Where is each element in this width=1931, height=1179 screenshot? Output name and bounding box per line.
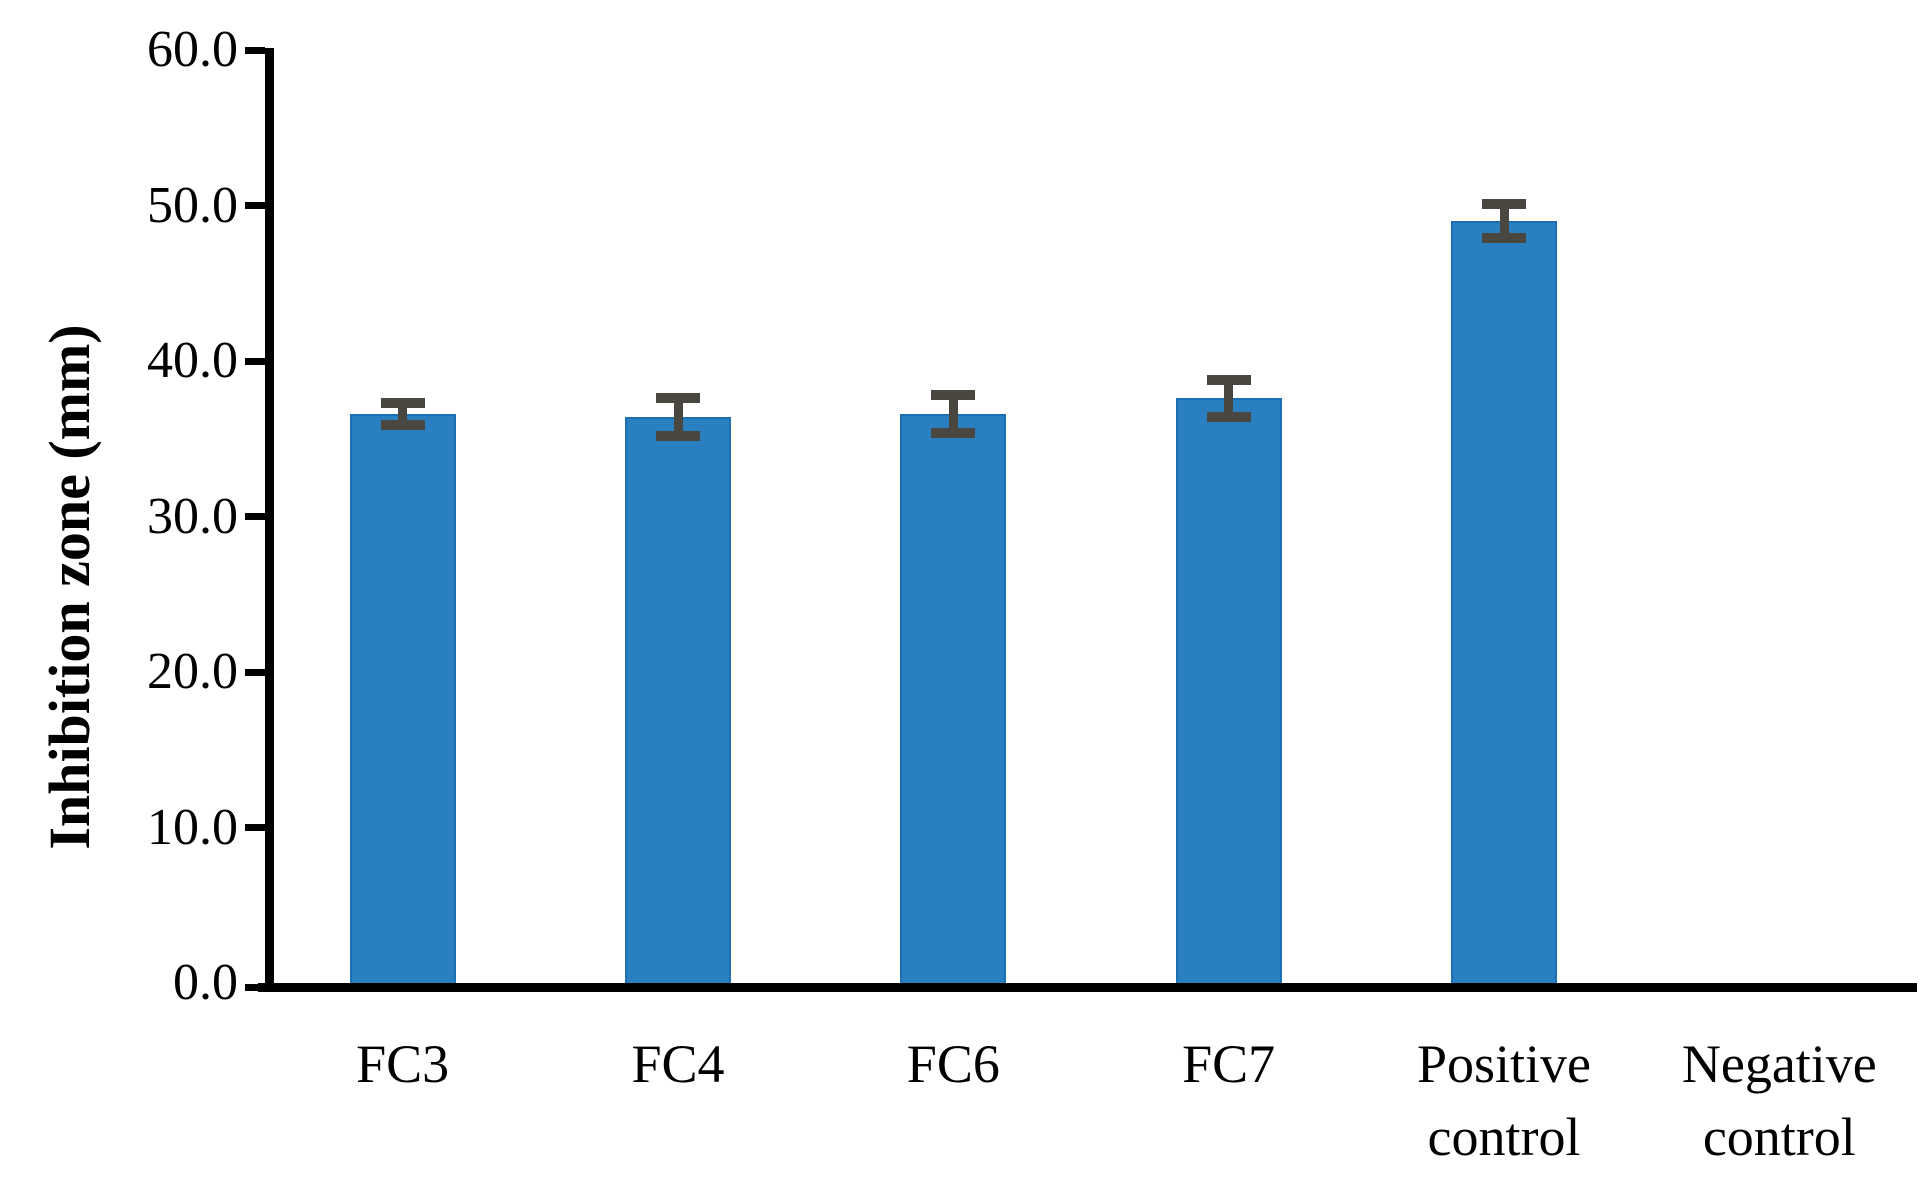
y-axis-tick-label: 30.0 <box>147 487 238 545</box>
y-axis-tick-label: 0.0 <box>173 954 238 1011</box>
y-axis-tick <box>245 46 265 54</box>
error-bar-line-positive-control <box>1499 203 1509 239</box>
bar-fc4 <box>625 416 731 983</box>
y-axis-tick-label: 20.0 <box>147 643 238 700</box>
bar-fc3 <box>349 413 456 983</box>
error-bar-top-cap-positive-control <box>1482 198 1526 209</box>
y-axis-line <box>265 48 274 992</box>
x-axis-label-positive-control: Positive control <box>1356 1028 1651 1174</box>
error-bar-top-cap-fc6 <box>931 390 976 401</box>
x-axis-label-line: control <box>1702 1107 1856 1167</box>
x-axis-line <box>258 983 1917 992</box>
error-bar-bottom-cap-positive-control <box>1482 233 1526 244</box>
x-axis-label-line: Positive <box>1416 1034 1591 1094</box>
error-bar-line-fc7 <box>1224 379 1234 417</box>
error-bar-top-cap-fc3 <box>380 397 425 408</box>
y-axis-tick <box>245 357 265 365</box>
y-axis-tick <box>245 984 265 991</box>
error-bar-top-cap-fc7 <box>1206 374 1251 385</box>
y-axis-tick <box>245 202 265 209</box>
error-bar-bottom-cap-fc7 <box>1206 411 1251 422</box>
bar-fc7 <box>1175 398 1282 983</box>
x-axis-label-line: FC3 <box>356 1034 450 1094</box>
error-bar-bottom-cap-fc6 <box>931 427 976 438</box>
x-axis-label-line: FC4 <box>631 1034 725 1094</box>
x-axis-label-line: Negative <box>1681 1034 1877 1094</box>
y-axis-tick-label: 50.0 <box>147 176 238 234</box>
y-axis-tick-label: 60.0 <box>147 21 238 78</box>
x-axis-label-line: control <box>1427 1107 1581 1167</box>
bar-fc6 <box>900 413 1007 983</box>
y-axis-tick-label: 40.0 <box>147 332 238 389</box>
y-axis-tick-label: 10.0 <box>147 798 238 856</box>
x-axis-label-line: FC6 <box>906 1034 1000 1094</box>
x-axis-label-fc4: FC4 <box>530 1028 825 1101</box>
x-axis-label-fc3: FC3 <box>255 1028 550 1101</box>
error-bar-bottom-cap-fc3 <box>380 419 425 430</box>
error-bar-line-fc4 <box>673 398 683 436</box>
x-axis-label-fc7: FC7 <box>1081 1028 1376 1101</box>
x-axis-label-line: FC7 <box>1182 1034 1276 1094</box>
x-axis-label-fc6: FC6 <box>806 1028 1101 1101</box>
error-bar-bottom-cap-fc4 <box>656 430 700 441</box>
error-bar-line-fc3 <box>398 402 408 425</box>
y-axis-title: Inhibition zone (mm) <box>37 324 102 850</box>
x-axis-label-negative-control: Negative control <box>1632 1028 1927 1174</box>
y-axis-tick <box>245 824 265 831</box>
y-axis-tick <box>245 668 265 676</box>
y-axis-tick <box>245 513 265 520</box>
error-bar-top-cap-fc4 <box>656 393 700 404</box>
bar-positive-control <box>1451 221 1557 983</box>
error-bar-line-fc6 <box>948 395 958 433</box>
